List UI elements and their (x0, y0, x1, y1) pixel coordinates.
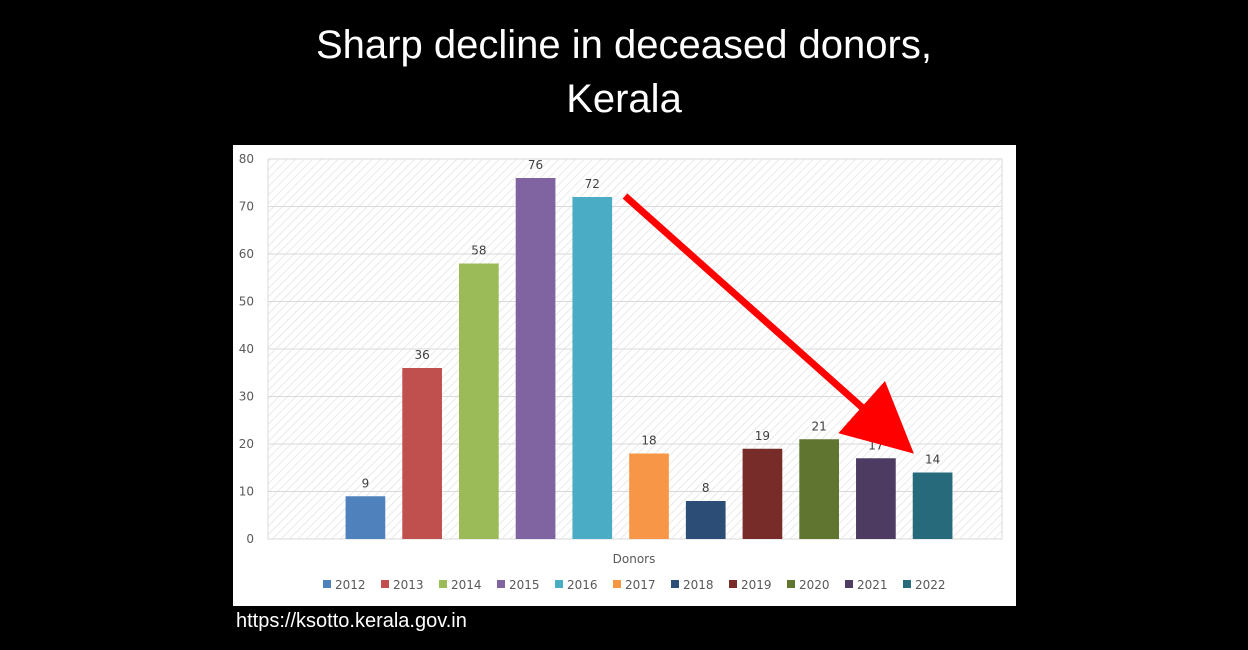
legend-label-2022: 2022 (915, 578, 946, 592)
y-tick-label: 80 (239, 152, 254, 166)
y-tick-label: 30 (239, 390, 254, 404)
legend-label-2014: 2014 (451, 578, 482, 592)
legend-swatch-2017 (613, 580, 621, 588)
bar-2013 (402, 368, 442, 539)
bar-2016 (572, 197, 613, 539)
data-label-2022: 14 (925, 453, 940, 467)
legend-label-2015: 2015 (509, 578, 540, 592)
legend-label-2018: 2018 (683, 578, 714, 592)
bars (345, 178, 953, 539)
chart-panel: 0 10 20 30 40 50 60 70 80 9 36 58 76 72 18 8 19 21 17 14 D… (233, 145, 1016, 606)
bar-2015 (515, 178, 556, 539)
data-label-2014: 58 (471, 244, 486, 258)
trend-arrow (622, 193, 914, 454)
chart-title-line1: Sharp decline in deceased donors, (316, 23, 932, 67)
bar-2019 (742, 448, 783, 539)
legend-swatch-2018 (671, 580, 679, 588)
legend-swatch-2013 (381, 580, 389, 588)
legend-label-2017: 2017 (625, 578, 656, 592)
legend-swatch-2012 (323, 580, 331, 588)
legend: 2012 2013 2014 2015 2016 2017 2018 2019 2020 2021… (323, 578, 946, 592)
y-tick-label: 10 (239, 485, 254, 499)
data-label-2013: 36 (414, 348, 429, 362)
legend-swatch-2022 (903, 580, 911, 588)
bar-2017 (629, 453, 669, 539)
legend-label-2016: 2016 (567, 578, 598, 592)
y-tick-label: 70 (239, 200, 254, 214)
data-label-2018: 8 (702, 481, 710, 495)
legend-swatch-2016 (555, 580, 563, 588)
bar-2012 (345, 496, 386, 539)
data-label-2017: 18 (641, 434, 656, 448)
data-label-2015: 76 (528, 158, 543, 172)
y-tick-label: 50 (239, 295, 254, 309)
bar-2014 (458, 263, 499, 539)
data-label-2020: 21 (812, 419, 827, 433)
chart-title-line2: Kerala (566, 77, 682, 121)
bar-2022 (912, 472, 953, 539)
legend-label-2021: 2021 (857, 578, 888, 592)
y-tick-label: 20 (239, 437, 254, 451)
data-label-2016: 72 (585, 177, 600, 191)
chart-title: Sharp decline in deceased donors, Kerala (0, 18, 1248, 126)
source-url: https://ksotto.kerala.gov.in (236, 610, 467, 632)
legend-swatch-2014 (439, 580, 447, 588)
legend-label-2020: 2020 (799, 578, 830, 592)
legend-label-2012: 2012 (335, 578, 366, 592)
bar-2021 (856, 458, 896, 539)
y-tick-label: 0 (246, 532, 254, 546)
legend-swatch-2021 (845, 580, 853, 588)
legend-swatch-2020 (787, 580, 795, 588)
x-axis-label: Donors (613, 552, 656, 566)
y-tick-label: 60 (239, 247, 254, 261)
data-label-2019: 19 (755, 429, 770, 443)
legend-swatch-2019 (729, 580, 737, 588)
legend-label-2013: 2013 (393, 578, 424, 592)
data-label-2012: 9 (362, 476, 370, 490)
y-tick-label: 40 (239, 342, 254, 356)
data-label-2021: 17 (868, 438, 883, 452)
bar-chart: 0 10 20 30 40 50 60 70 80 9 36 58 76 72 18 8 19 21 17 14 D… (239, 152, 1003, 592)
bar-2020 (799, 439, 840, 539)
legend-label-2019: 2019 (741, 578, 772, 592)
bar-2018 (685, 501, 726, 539)
legend-swatch-2015 (497, 580, 505, 588)
y-axis: 0 10 20 30 40 50 60 70 80 (239, 152, 254, 546)
